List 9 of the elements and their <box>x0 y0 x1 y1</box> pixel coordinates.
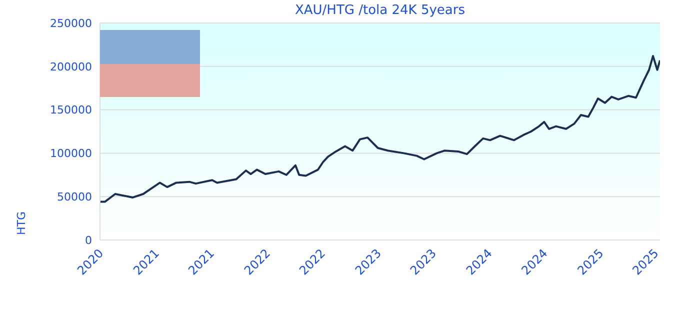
y-tick-label: 150000 <box>50 104 92 117</box>
y-tick-label: 250000 <box>50 16 92 30</box>
y-tick-label: 100000 <box>50 147 92 160</box>
y-tick-label: 50000 <box>57 190 92 204</box>
line-series <box>100 54 660 203</box>
y-tick-label: 0 <box>85 234 92 247</box>
y-tick-label: 200000 <box>50 60 92 74</box>
chart-title: XAU/HTG /tola 24K 5years <box>294 3 466 18</box>
y-axis-title: HTG <box>15 211 28 235</box>
